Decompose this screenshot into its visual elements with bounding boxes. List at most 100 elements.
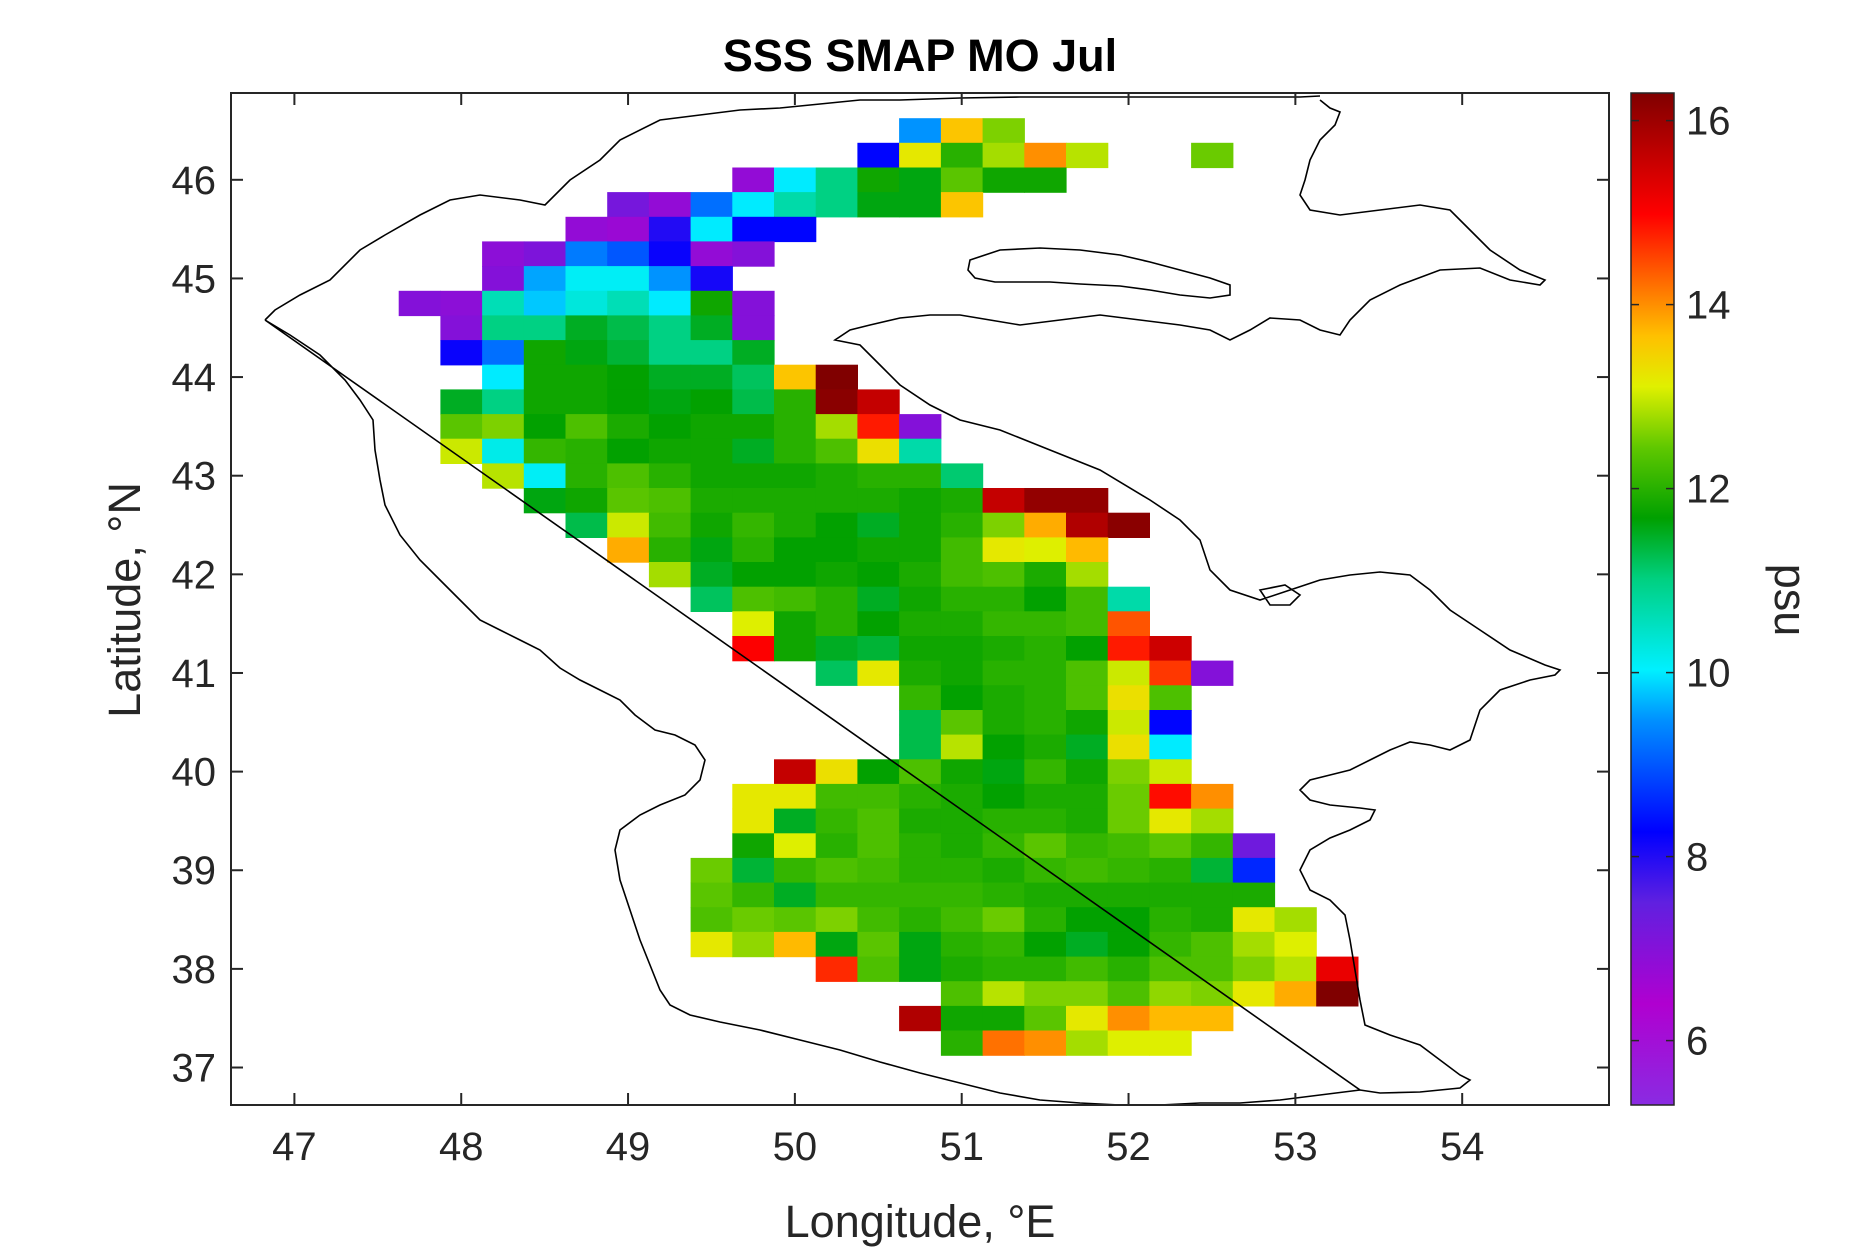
- salinity-cell: [440, 438, 483, 464]
- salinity-cell: [648, 241, 692, 267]
- salinity-cell: [857, 956, 900, 982]
- salinity-cell: [1274, 956, 1317, 982]
- salinity-cell: [1024, 660, 1067, 686]
- salinity-cell: [774, 216, 817, 243]
- salinity-cell: [482, 315, 525, 341]
- salinity-cell: [1066, 833, 1109, 859]
- salinity-cell: [1066, 734, 1109, 760]
- salinity-cell: [1149, 907, 1192, 933]
- salinity-cell: [940, 192, 984, 218]
- salinity-cell: [940, 488, 984, 514]
- salinity-cell: [1024, 488, 1067, 514]
- salinity-cell: [1107, 783, 1150, 810]
- salinity-cell: [982, 857, 1025, 884]
- salinity-cell: [774, 857, 817, 884]
- salinity-cells: [398, 118, 1359, 1056]
- salinity-cell: [815, 882, 858, 908]
- salinity-cell: [1024, 907, 1067, 933]
- salinity-cell: [940, 1030, 984, 1056]
- salinity-cell: [1107, 710, 1150, 736]
- salinity-cell: [774, 414, 817, 440]
- salinity-cell: [899, 1005, 942, 1032]
- salinity-cell: [982, 931, 1025, 958]
- salinity-cell: [565, 340, 608, 366]
- salinity-cell: [607, 414, 650, 440]
- salinity-cell: [1024, 710, 1067, 736]
- salinity-cell: [648, 389, 692, 415]
- y-tick-label: 45: [172, 257, 217, 301]
- salinity-cell: [982, 783, 1025, 810]
- salinity-cell: [899, 956, 942, 982]
- chart-title: SSS SMAP MO Jul: [723, 30, 1117, 81]
- x-axis: 47 48 49 50 51 52 53 54: [272, 93, 1484, 1169]
- salinity-cell: [1066, 783, 1109, 810]
- salinity-cell: [899, 118, 942, 144]
- salinity-cell: [940, 636, 984, 662]
- salinity-cell: [732, 931, 775, 958]
- salinity-cell: [1024, 1030, 1067, 1056]
- colorbar: 6 8 10 12 14 16 psu: [1630, 92, 1816, 1106]
- salinity-cell: [1066, 660, 1109, 686]
- salinity-cell: [899, 931, 942, 958]
- salinity-cell: [607, 463, 650, 489]
- salinity-cell: [899, 512, 942, 538]
- salinity-cell: [940, 882, 984, 908]
- salinity-cell: [857, 488, 900, 514]
- y-tick-label: 40: [172, 751, 217, 795]
- salinity-cell: [732, 414, 775, 440]
- salinity-cell: [732, 241, 775, 267]
- salinity-cell: [482, 414, 525, 440]
- salinity-cell: [1191, 857, 1234, 884]
- salinity-cell: [774, 586, 817, 612]
- salinity-cell: [1024, 562, 1067, 588]
- salinity-cell: [815, 783, 858, 810]
- salinity-cell: [940, 981, 984, 1007]
- salinity-cell: [815, 562, 858, 588]
- colorbar-label: psu: [1765, 564, 1816, 637]
- salinity-cell: [815, 907, 858, 933]
- salinity-cell: [1107, 685, 1150, 711]
- salinity-cell: [732, 340, 775, 366]
- salinity-cell: [565, 389, 608, 415]
- salinity-cell: [732, 907, 775, 933]
- salinity-cell: [815, 857, 858, 884]
- colorbar-tick-label: 10: [1686, 652, 1731, 696]
- salinity-cell: [982, 512, 1025, 538]
- salinity-cell: [1274, 907, 1317, 933]
- salinity-cell: [732, 216, 775, 243]
- salinity-cell: [607, 438, 650, 464]
- salinity-cell: [899, 537, 942, 563]
- salinity-cell: [1024, 512, 1067, 538]
- salinity-cell: [523, 241, 567, 267]
- salinity-cell: [1107, 1005, 1150, 1032]
- salinity-cell: [565, 414, 608, 440]
- salinity-cell: [523, 340, 567, 366]
- salinity-cell: [774, 463, 817, 489]
- salinity-cell: [857, 537, 900, 563]
- salinity-cell: [690, 364, 733, 390]
- salinity-cell: [648, 216, 692, 243]
- salinity-cell: [482, 266, 525, 292]
- salinity-cell: [899, 142, 942, 169]
- salinity-cell: [1149, 1005, 1192, 1032]
- salinity-cell: [940, 833, 984, 859]
- salinity-cell: [940, 660, 984, 686]
- salinity-cell: [482, 290, 525, 317]
- x-tick-label: 51: [939, 1125, 984, 1169]
- salinity-cell: [565, 315, 608, 341]
- salinity-cell: [690, 290, 733, 317]
- salinity-cell: [815, 192, 858, 218]
- salinity-cell: [440, 290, 483, 317]
- salinity-cell: [732, 438, 775, 464]
- salinity-cell: [1149, 956, 1192, 982]
- salinity-cell: [1191, 142, 1234, 169]
- salinity-cell: [648, 340, 692, 366]
- salinity-cell: [940, 167, 984, 193]
- y-tick-label: 41: [172, 652, 217, 696]
- salinity-cell: [982, 1030, 1025, 1056]
- salinity-cell: [1024, 537, 1067, 563]
- salinity-cell: [1191, 783, 1234, 810]
- salinity-cell: [1066, 562, 1109, 588]
- salinity-cell: [1066, 931, 1109, 958]
